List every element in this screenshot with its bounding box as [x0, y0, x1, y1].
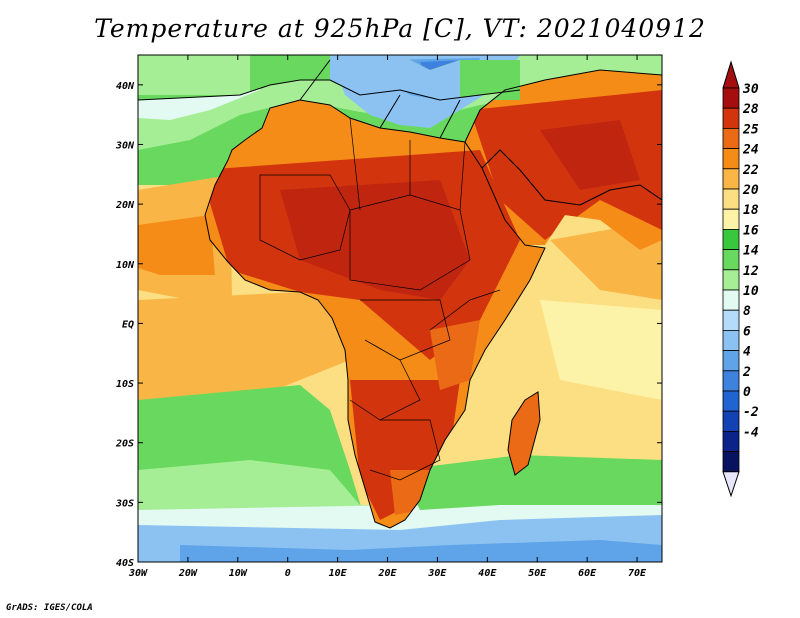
- colorbar-label: 4: [743, 345, 751, 360]
- colorbar-label: 28: [742, 102, 759, 117]
- lat-tick-label: 40N: [116, 81, 135, 92]
- footer-credit: GrADS: IGES/COLA: [6, 603, 93, 613]
- lat-tick-label: 30S: [115, 498, 134, 509]
- colorbar-swatch: [722, 269, 740, 291]
- lon-tick-label: 10W: [229, 568, 248, 579]
- colorbar-swatch: [722, 451, 740, 473]
- lat-tick-label: 20S: [115, 439, 134, 450]
- lat-tick-label: 10N: [116, 260, 135, 271]
- colorbar-label: 6: [743, 324, 751, 339]
- colorbar-swatch: [722, 249, 740, 271]
- lon-tick-label: 10E: [329, 568, 348, 579]
- colorbar-label: -2: [743, 405, 759, 420]
- lon-tick-label: 30E: [427, 568, 447, 579]
- colorbar-label: 22: [742, 163, 759, 178]
- lon-tick-label: 20E: [377, 568, 397, 579]
- lat-tick-label: 40S: [116, 558, 134, 569]
- lat-tick-label: 10S: [116, 379, 134, 390]
- colorbar-swatch: [722, 208, 740, 230]
- lon-tick-label: 70E: [628, 568, 647, 579]
- lon-tick-label: 0: [285, 568, 291, 579]
- colorbar-label: 2: [742, 365, 751, 380]
- latitude-axis: 40N 30N 20N 10N EQ 10S 20S 30S 40S: [115, 81, 662, 569]
- map-title: Temperature at 925hPa [C], VT: 202104091…: [94, 14, 706, 43]
- colorbar-swatch: [722, 188, 740, 210]
- colorbar-label: 25: [742, 122, 759, 137]
- longitude-axis: 30W 20W 10W 0 10E 20E 30E 40E 50E 60E 70E: [128, 55, 647, 579]
- colorbar-label: 0: [743, 385, 751, 400]
- colorbar-swatch: [722, 127, 740, 149]
- lat-tick-label: 20N: [115, 200, 135, 211]
- colorbar-label: 14: [743, 244, 759, 259]
- colorbar-label: 8: [743, 304, 751, 319]
- colorbar-label: 10: [743, 284, 759, 299]
- colorbar-swatch: [722, 148, 740, 170]
- colorbar-swatch: [722, 390, 740, 412]
- lon-tick-label: 40E: [478, 568, 497, 579]
- colorbar-label: 16: [743, 223, 759, 238]
- lon-tick-label: 20W: [178, 568, 198, 579]
- colorbar-label: 18: [743, 203, 759, 218]
- colorbar-swatch: [722, 350, 740, 372]
- colorbar-swatch: [722, 309, 740, 331]
- colorbar-swatch: [722, 107, 740, 129]
- colorbar-label: 20: [742, 183, 759, 198]
- colorbar-under-triangle: [722, 471, 740, 498]
- colorbar-swatch: [722, 329, 740, 351]
- colorbar-over-triangle: [722, 60, 740, 89]
- lat-tick-label: EQ: [122, 319, 134, 330]
- colorbar-swatch: [722, 87, 740, 109]
- colorbar-label: 30: [742, 82, 759, 97]
- lon-tick-label: 60E: [578, 568, 597, 579]
- colorbar-swatch: [722, 410, 740, 432]
- colorbar-label: -4: [743, 425, 759, 440]
- lat-tick-label: 30N: [115, 140, 135, 151]
- colorbar-swatch: [722, 289, 740, 311]
- colorbar-swatch: [722, 228, 740, 250]
- colorbar-label: 24: [742, 143, 759, 158]
- colorbar-swatch: [722, 168, 740, 190]
- colorbar-swatch: [722, 430, 740, 452]
- lon-tick-label: 30W: [128, 568, 148, 579]
- lon-tick-label: 50E: [528, 568, 547, 579]
- colorbar-swatch: [722, 370, 740, 392]
- colorbar-label: 12: [743, 264, 759, 279]
